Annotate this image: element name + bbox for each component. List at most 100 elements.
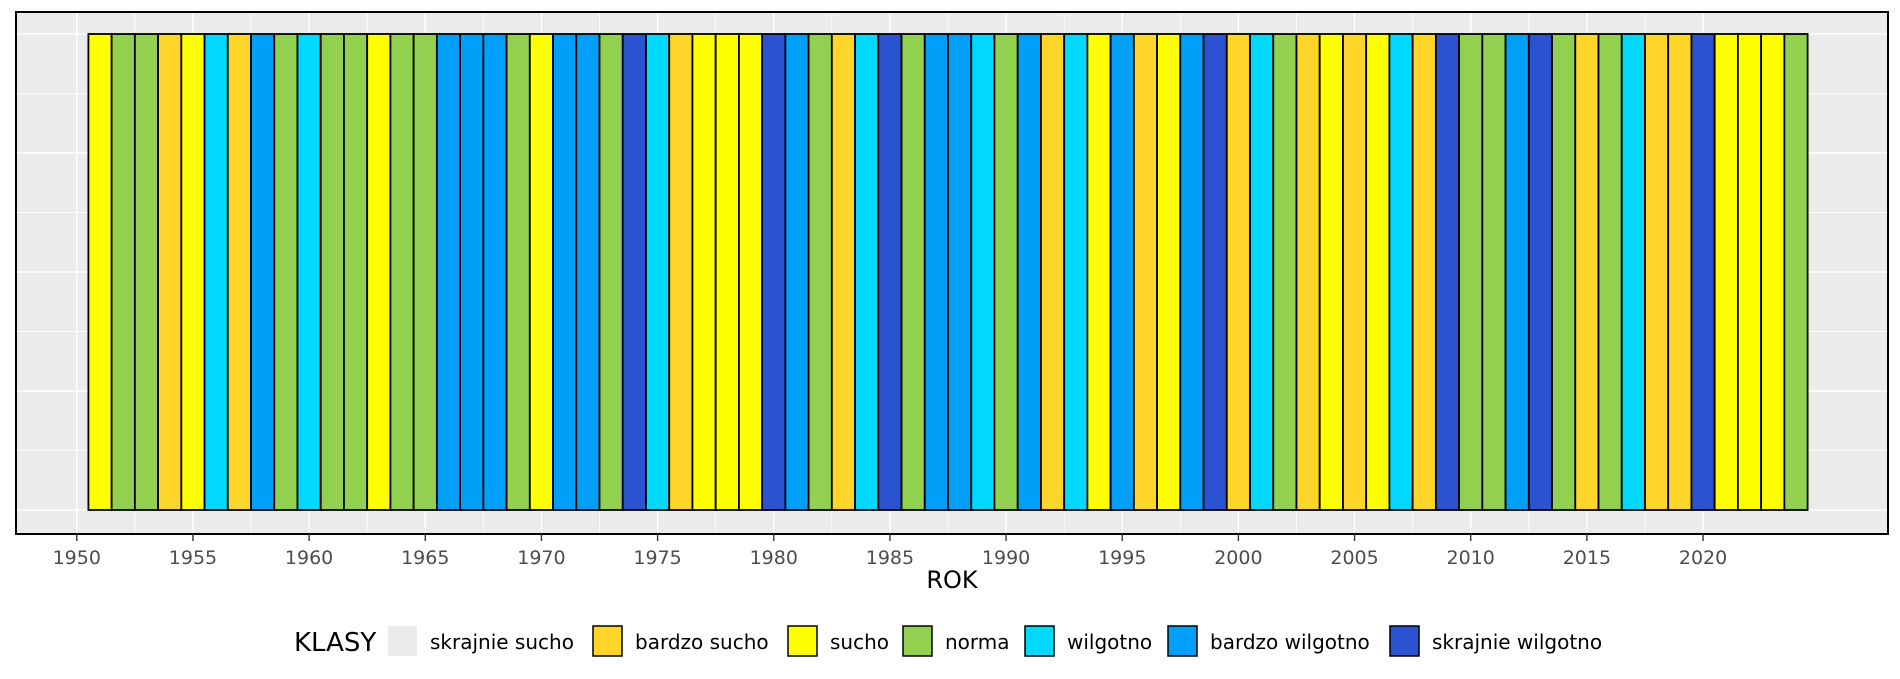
x-tick-label: 1975 — [633, 547, 681, 569]
bar-1993 — [1063, 33, 1089, 511]
bar-2022 — [1737, 33, 1763, 511]
bar-2024 — [1783, 33, 1809, 511]
bar-1971 — [552, 33, 578, 511]
bar-1966 — [435, 33, 462, 511]
legend-label-bardzo_wilgotno: bardzo wilgotno — [1210, 630, 1370, 654]
bar-2017 — [1620, 33, 1646, 511]
x-tick-label: 2000 — [1214, 547, 1262, 569]
bar-1996 — [1132, 33, 1158, 511]
bar-1981 — [784, 33, 810, 511]
x-tick-label: 1980 — [750, 547, 798, 569]
bar-1973 — [598, 33, 624, 511]
bar-1969 — [505, 33, 531, 511]
x-tick-label: 1965 — [401, 547, 449, 569]
bar-2013 — [1527, 33, 1553, 511]
legend-label-skrajnie_sucho: skrajnie sucho — [430, 630, 574, 654]
bar-2015 — [1574, 33, 1600, 511]
bar-2006 — [1365, 33, 1391, 511]
bar-1997 — [1156, 33, 1182, 511]
bar-1962 — [343, 33, 369, 511]
bar-2008 — [1411, 33, 1437, 511]
bar-1968 — [482, 33, 508, 511]
legend-key-bardzo_sucho — [592, 625, 623, 657]
bar-2003 — [1295, 33, 1321, 511]
legend-key-wilgotno — [1024, 625, 1055, 657]
bar-1977 — [691, 33, 717, 511]
bar-1974 — [621, 33, 647, 511]
x-tick-label: 2015 — [1563, 547, 1611, 569]
panel-border — [15, 11, 1889, 535]
bar-2020 — [1690, 33, 1716, 511]
bar-2007 — [1388, 33, 1414, 511]
legend-label-sucho: sucho — [830, 630, 889, 654]
bar-2010 — [1458, 33, 1484, 511]
legend-key-skrajnie_sucho — [388, 626, 417, 656]
x-tick-label: 2010 — [1447, 547, 1495, 569]
x-axis: 1950 1955 1960 1965 1970 1975 1980 1985 1990 1995… — [53, 534, 1727, 569]
bar-1963 — [366, 33, 392, 511]
legend-label-wilgotno: wilgotno — [1067, 630, 1152, 654]
bar-2011 — [1481, 33, 1507, 511]
bar-1992 — [1040, 33, 1066, 511]
x-tick-label: 1970 — [517, 547, 565, 569]
bar-1999 — [1202, 33, 1228, 511]
bar-1954 — [157, 33, 183, 511]
legend-label-norma: norma — [945, 630, 1010, 654]
legend-key-norma — [902, 625, 933, 657]
bar-1965 — [412, 33, 438, 511]
bar-2019 — [1667, 33, 1693, 511]
bar-1982 — [807, 33, 833, 511]
bar-1957 — [226, 33, 252, 511]
bar-2021 — [1713, 33, 1739, 511]
x-tick-label: 1985 — [866, 547, 914, 569]
x-tick-label: 1995 — [1098, 547, 1146, 569]
bar-1955 — [180, 33, 206, 511]
bar-1953 — [133, 33, 159, 511]
bar-1989 — [970, 33, 996, 511]
bar-1980 — [761, 33, 787, 511]
bar-1964 — [389, 33, 415, 511]
bar-1990 — [993, 33, 1019, 511]
x-axis-title: ROK — [926, 566, 979, 594]
bar-1983 — [830, 33, 856, 511]
x-tick-label: 1955 — [169, 547, 217, 569]
legend-key-skrajnie_wilgotno — [1389, 625, 1420, 657]
legend-key-sucho — [787, 625, 818, 657]
bar-2014 — [1551, 33, 1577, 511]
bar-1975 — [645, 33, 671, 511]
bar-2016 — [1597, 33, 1623, 511]
bar-1978 — [714, 33, 740, 511]
x-tick-label: 1960 — [285, 547, 333, 569]
bar-1961 — [319, 33, 345, 511]
bar-1960 — [296, 33, 322, 511]
legend: KLASY skrajnie sucho bardzo sucho sucho nor… — [294, 625, 1602, 658]
legend-label-bardzo_sucho: bardzo sucho — [635, 630, 769, 654]
x-tick-label: 2020 — [1679, 547, 1727, 569]
bar-1979 — [738, 33, 764, 511]
bar-1958 — [250, 33, 276, 511]
bar-1951 — [87, 33, 113, 511]
bar-1986 — [900, 33, 926, 511]
bar-1984 — [854, 33, 880, 511]
bar-1998 — [1179, 33, 1205, 511]
bar-1995 — [1109, 33, 1135, 511]
bars — [87, 33, 1809, 511]
x-tick-label: 1990 — [982, 547, 1030, 569]
bar-1988 — [947, 33, 973, 511]
bar-2002 — [1272, 33, 1298, 511]
bar-2005 — [1342, 33, 1368, 511]
bar-1956 — [203, 33, 229, 511]
bar-2018 — [1644, 33, 1670, 511]
x-tick-label: 2005 — [1330, 547, 1378, 569]
bar-2012 — [1504, 33, 1530, 511]
bar-1985 — [877, 33, 903, 511]
legend-label-skrajnie_wilgotno: skrajnie wilgotno — [1432, 630, 1602, 654]
bar-2000 — [1225, 33, 1251, 511]
bar-1952 — [110, 33, 136, 511]
bar-1967 — [459, 33, 485, 511]
bar-2009 — [1434, 33, 1461, 511]
legend-key-bardzo_wilgotno — [1167, 625, 1198, 657]
bar-1970 — [528, 33, 554, 511]
bar-1994 — [1086, 33, 1112, 511]
